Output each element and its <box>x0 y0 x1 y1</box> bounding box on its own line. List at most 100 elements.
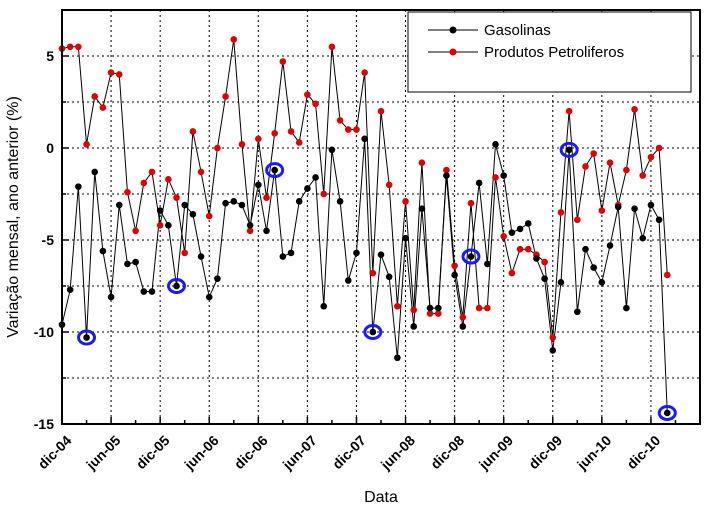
x-axis-title: Data <box>364 489 398 506</box>
data-point-produtos-petroliferos <box>385 181 393 189</box>
data-point-produtos-petroliferos <box>582 163 589 170</box>
data-point-gasolinas <box>590 264 597 271</box>
data-point-produtos-petroliferos <box>222 93 229 100</box>
data-point-produtos-petroliferos <box>492 174 499 181</box>
y-tick-label: -5 <box>42 232 55 248</box>
data-point-produtos-petroliferos <box>295 139 303 146</box>
data-point-gasolinas <box>475 179 483 187</box>
data-point-gasolinas <box>418 205 426 213</box>
data-point-gasolinas <box>451 271 458 279</box>
data-point-gasolinas <box>99 247 107 255</box>
data-point-produtos-petroliferos <box>647 153 655 161</box>
data-point-gasolinas <box>295 198 303 205</box>
data-point-produtos-petroliferos <box>189 128 197 135</box>
data-point-gasolinas <box>189 210 197 218</box>
data-point-produtos-petroliferos <box>663 271 671 279</box>
data-point-gasolinas <box>492 141 499 148</box>
data-point-gasolinas <box>639 234 647 242</box>
data-point-produtos-petroliferos <box>238 141 246 148</box>
legend-label-produtos-petroliferos: Produtos Petroliferos <box>484 44 624 61</box>
data-point-produtos-petroliferos <box>255 135 262 143</box>
y-tick-labels: 5 0 -5 -10 -15 <box>34 48 54 432</box>
axis-ticks <box>61 9 701 425</box>
data-point-produtos-petroliferos <box>557 209 565 216</box>
data-point-produtos-petroliferos <box>516 245 524 253</box>
legend-swatch-marker-gasolinas <box>449 26 457 34</box>
data-point-gasolinas <box>459 323 467 330</box>
data-point-produtos-petroliferos <box>443 166 450 174</box>
highlight-circle <box>559 141 579 158</box>
data-point-gasolinas <box>377 251 385 259</box>
data-point-gasolinas <box>230 198 238 205</box>
data-point-produtos-petroliferos <box>181 249 188 257</box>
highlight-circle <box>363 324 383 340</box>
data-point-produtos-petroliferos <box>99 104 107 111</box>
data-point-gasolinas <box>500 172 507 179</box>
series-markers <box>58 36 671 417</box>
data-point-gasolinas <box>655 216 663 224</box>
data-point-produtos-petroliferos <box>631 106 638 113</box>
data-point-gasolinas <box>557 279 565 286</box>
data-point-produtos-petroliferos <box>320 190 328 198</box>
data-point-gasolinas <box>75 183 82 190</box>
data-point-produtos-petroliferos <box>655 144 663 152</box>
data-point-gasolinas <box>279 253 287 260</box>
data-point-produtos-petroliferos <box>541 258 548 266</box>
data-point-gasolinas <box>467 253 475 260</box>
data-point-gasolinas <box>524 220 532 227</box>
data-point-gasolinas <box>361 135 368 143</box>
data-point-produtos-petroliferos <box>434 310 442 317</box>
data-point-gasolinas <box>320 302 328 310</box>
data-point-produtos-petroliferos <box>459 313 467 321</box>
data-point-gasolinas <box>271 166 278 174</box>
data-point-gasolinas <box>66 286 74 293</box>
data-point-gasolinas <box>631 205 638 213</box>
data-point-gasolinas <box>107 293 115 301</box>
data-point-gasolinas <box>533 255 540 262</box>
legend: Gasolinas Produtos Petroliferos <box>407 11 692 93</box>
data-point-produtos-petroliferos <box>271 129 278 137</box>
data-point-produtos-petroliferos <box>353 126 360 133</box>
data-point-gasolinas <box>336 198 344 205</box>
highlight-circle <box>265 162 285 179</box>
data-point-gasolinas <box>287 249 295 257</box>
data-point-gasolinas <box>574 308 581 316</box>
data-point-produtos-petroliferos <box>377 107 385 115</box>
data-point-produtos-petroliferos <box>590 150 597 157</box>
data-point-gasolinas <box>173 282 180 290</box>
data-point-gasolinas <box>222 199 229 207</box>
data-point-gasolinas <box>549 347 557 354</box>
data-point-produtos-petroliferos <box>574 216 581 224</box>
data-point-produtos-petroliferos <box>500 233 507 240</box>
data-point-produtos-petroliferos <box>214 144 221 152</box>
data-point-gasolinas <box>623 304 630 312</box>
data-point-gasolinas <box>238 201 246 209</box>
data-point-produtos-petroliferos <box>524 245 532 253</box>
data-point-gasolinas <box>353 249 360 257</box>
data-point-produtos-petroliferos <box>606 159 614 167</box>
data-point-produtos-petroliferos <box>205 212 213 220</box>
data-point-gasolinas <box>83 334 90 341</box>
data-point-gasolinas <box>484 260 491 268</box>
data-point-produtos-petroliferos <box>394 302 401 310</box>
data-point-produtos-petroliferos <box>426 310 434 317</box>
data-point-gasolinas <box>140 288 148 295</box>
data-point-gasolinas <box>410 323 418 330</box>
data-point-produtos-petroliferos <box>467 199 475 207</box>
data-point-gasolinas <box>385 273 393 281</box>
data-point-gasolinas <box>582 245 589 253</box>
data-point-produtos-petroliferos <box>475 304 483 312</box>
data-point-produtos-petroliferos <box>418 159 426 167</box>
data-point-produtos-petroliferos <box>549 334 557 341</box>
data-point-gasolinas <box>115 201 123 209</box>
data-point-produtos-petroliferos <box>115 71 123 78</box>
data-point-produtos-petroliferos <box>344 126 352 133</box>
data-point-produtos-petroliferos <box>107 69 115 76</box>
data-point-gasolinas <box>91 168 99 176</box>
data-point-gasolinas <box>132 258 139 266</box>
data-point-gasolinas <box>148 288 156 295</box>
data-point-produtos-petroliferos <box>304 91 311 98</box>
y-tick-label: 0 <box>46 140 54 156</box>
data-point-gasolinas <box>328 146 336 154</box>
